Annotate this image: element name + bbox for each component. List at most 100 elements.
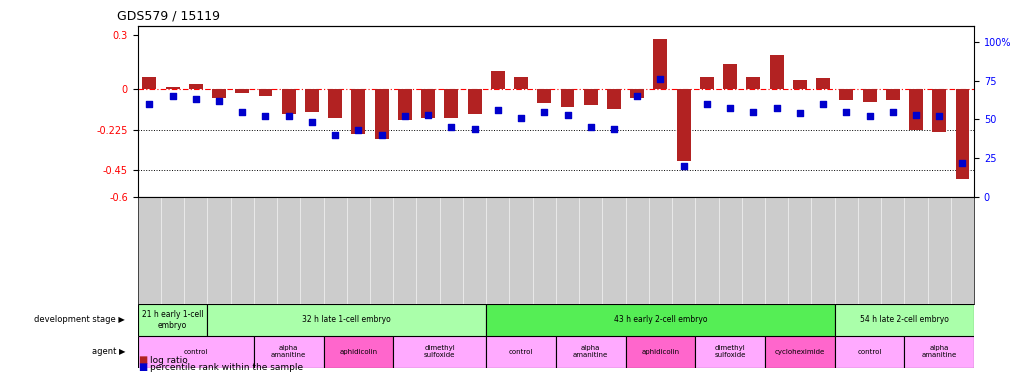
Point — [420, 112, 436, 118]
Bar — [834, 304, 973, 336]
Text: ■: ■ — [138, 362, 147, 372]
Bar — [328, 89, 341, 118]
Point — [698, 101, 714, 107]
Bar — [374, 89, 388, 140]
Bar — [583, 89, 597, 105]
Text: log ratio: log ratio — [150, 356, 187, 365]
Point — [396, 113, 413, 119]
Text: dimethyl
sulfoxide: dimethyl sulfoxide — [713, 345, 745, 358]
Point — [257, 113, 273, 119]
Bar — [397, 89, 412, 120]
Bar — [862, 89, 875, 102]
Bar — [207, 304, 486, 336]
Bar — [444, 89, 458, 118]
Bar — [699, 76, 713, 89]
Point — [466, 126, 482, 132]
Bar — [904, 336, 973, 368]
Bar — [305, 89, 319, 112]
Bar — [537, 89, 550, 104]
Bar — [676, 89, 690, 161]
Bar — [138, 336, 254, 368]
Bar — [281, 89, 296, 114]
Point — [791, 110, 807, 116]
Point — [838, 109, 854, 115]
Text: 54 h late 2-cell embryo: 54 h late 2-cell embryo — [859, 315, 948, 324]
Point — [558, 112, 575, 118]
Bar — [695, 336, 764, 368]
Point — [767, 105, 784, 111]
Point — [187, 96, 204, 102]
Point — [652, 76, 668, 82]
Bar — [839, 89, 853, 100]
Bar — [486, 304, 834, 336]
Point — [536, 109, 552, 115]
Point — [954, 160, 970, 166]
Bar — [764, 336, 834, 368]
Point — [745, 109, 761, 115]
Bar — [722, 64, 737, 89]
Point — [164, 93, 180, 99]
Point — [280, 113, 297, 119]
Text: agent ▶: agent ▶ — [92, 347, 125, 356]
Text: 32 h late 1-cell embryo: 32 h late 1-cell embryo — [302, 315, 391, 324]
Bar — [189, 84, 203, 89]
Bar — [555, 336, 625, 368]
Text: control: control — [183, 349, 208, 355]
Bar — [630, 89, 644, 98]
Point — [582, 124, 598, 130]
Point — [234, 109, 251, 115]
Text: GDS579 / 15119: GDS579 / 15119 — [117, 9, 220, 22]
Bar — [606, 89, 621, 109]
Text: development stage ▶: development stage ▶ — [35, 315, 125, 324]
Bar — [212, 89, 226, 98]
Point — [907, 112, 923, 118]
Bar — [514, 76, 528, 89]
Bar — [421, 89, 435, 118]
Point — [629, 93, 645, 99]
Point — [141, 101, 157, 107]
Bar — [258, 89, 272, 96]
Point — [883, 109, 900, 115]
Point — [442, 124, 459, 130]
Point — [489, 107, 505, 113]
Bar — [490, 71, 504, 89]
Bar — [467, 89, 481, 114]
Bar — [792, 80, 806, 89]
Text: aphidicolin: aphidicolin — [339, 349, 377, 355]
Point — [930, 113, 947, 119]
Text: ■: ■ — [138, 355, 147, 365]
Bar — [769, 55, 783, 89]
Bar — [884, 89, 899, 100]
Bar — [352, 89, 365, 134]
Text: 21 h early 1-cell
embryo: 21 h early 1-cell embryo — [142, 310, 203, 330]
Text: dimethyl
sulfoxide: dimethyl sulfoxide — [424, 345, 454, 358]
Bar — [625, 336, 695, 368]
Point — [304, 119, 320, 125]
Point — [211, 98, 227, 104]
Text: alpha
amanitine: alpha amanitine — [921, 345, 956, 358]
Point — [814, 101, 830, 107]
Bar — [323, 336, 393, 368]
Bar — [486, 336, 555, 368]
Bar — [834, 336, 904, 368]
Point — [675, 163, 691, 169]
Bar — [143, 76, 156, 89]
Bar — [908, 89, 922, 130]
Bar — [653, 39, 666, 89]
Bar — [955, 89, 968, 179]
Point — [860, 113, 876, 119]
Text: control: control — [857, 349, 880, 355]
Bar — [254, 336, 323, 368]
Bar — [746, 76, 759, 89]
Point — [605, 126, 622, 132]
Bar — [235, 89, 249, 93]
Text: 43 h early 2-cell embryo: 43 h early 2-cell embryo — [613, 315, 706, 324]
Bar — [931, 89, 946, 132]
Point — [373, 132, 389, 138]
Text: cycloheximide: cycloheximide — [774, 349, 824, 355]
Point — [350, 127, 366, 133]
Point — [721, 105, 738, 111]
Point — [513, 115, 529, 121]
Bar — [393, 336, 486, 368]
Text: alpha
amanitine: alpha amanitine — [271, 345, 306, 358]
